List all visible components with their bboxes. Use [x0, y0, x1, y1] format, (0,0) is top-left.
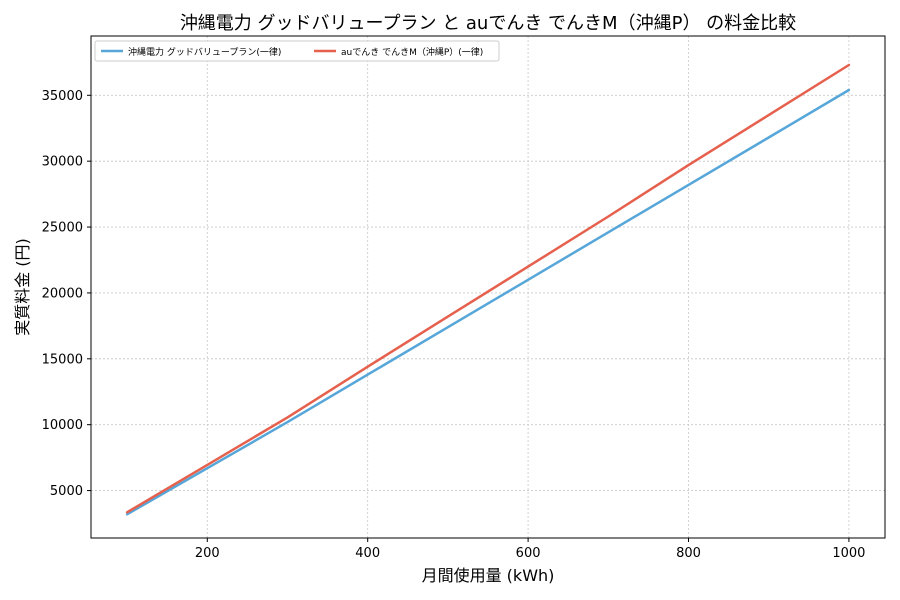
axis-ticks: 200 400 600 800 1000 5000 10000 15000 20000 25000… [42, 89, 866, 561]
y-tick-label: 10000 [42, 418, 83, 433]
y-tick-label: 30000 [42, 155, 83, 170]
series-lines [125, 63, 851, 516]
y-tick-label: 20000 [42, 286, 83, 301]
x-tick-label: 600 [516, 546, 541, 561]
y-tick-label: 25000 [42, 221, 83, 236]
grid [91, 36, 885, 538]
legend-label-series-2: auでんき でんきM（沖縄P）(一律) [341, 46, 483, 58]
x-tick-label: 200 [195, 546, 220, 561]
series-line-2 [125, 63, 851, 514]
legend-box [94, 40, 500, 62]
y-tick-label: 15000 [42, 352, 83, 367]
x-axis-title: 月間使用量 (kWh) [422, 566, 555, 585]
x-tick-label: 1000 [832, 546, 865, 561]
series-line-1 [125, 88, 851, 516]
y-tick-label: 35000 [42, 89, 83, 104]
y-tick-label: 5000 [50, 484, 83, 499]
plot-frame [90, 35, 886, 539]
x-tick-label: 800 [676, 546, 701, 561]
x-tick-label: 400 [355, 546, 380, 561]
legend: 沖縄電力 グッドバリュープラン(一律) auでんき でんきM（沖縄P）(一律) [94, 40, 500, 62]
chart-title: 沖縄電力 グッドバリュープラン と auでんき でんきM（沖縄P） の料金比較 [180, 13, 796, 34]
y-axis-title: 実質料金 (円) [13, 238, 32, 336]
legend-label-series-1: 沖縄電力 グッドバリュープラン(一律) [128, 46, 281, 58]
